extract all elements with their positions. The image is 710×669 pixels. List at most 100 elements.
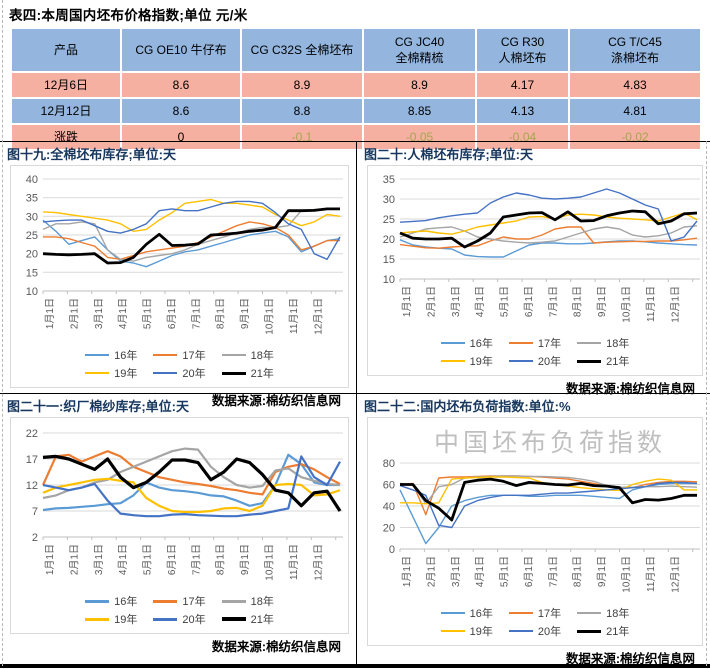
- date-cell: 12月6日: [10, 71, 122, 99]
- chart-19-legend: 16年 17年 18年 19年 20年 21年: [13, 346, 346, 385]
- chart-22-canvas: 中国坯布负荷指数 0 20 40 60 80 1月1日 2月1日 3月1日 4月1日 5月1日 6月1…: [370, 421, 700, 604]
- legend-item-16年: 16年: [440, 605, 493, 621]
- legend-line-swatch: [440, 360, 465, 362]
- legend-label: 21年: [250, 614, 274, 626]
- chart-svg: 2 7 12 17 22 1月1日 2月1日 3月1日 4月1日 5月1日 6月1日 7月1日 8月1日…: [26, 428, 343, 581]
- svg-text:5月1日: 5月1日: [142, 544, 154, 575]
- svg-text:11月1日: 11月1日: [645, 286, 657, 322]
- legend-label: 21年: [606, 626, 630, 638]
- change-value-cell: -0.05: [362, 123, 477, 151]
- series-16年: [42, 453, 340, 512]
- col-header-product: 产品: [10, 27, 122, 73]
- svg-text:3月1日: 3月1日: [450, 556, 462, 587]
- svg-text:7月1日: 7月1日: [190, 544, 202, 575]
- svg-text:3月1日: 3月1日: [93, 298, 105, 329]
- legend-line-swatch: [508, 630, 533, 632]
- date-cell: 12月12日: [10, 97, 122, 125]
- chart-20-title: 图二十:人棉坯布库存;单位:天: [364, 147, 533, 162]
- series-18年: [42, 447, 341, 500]
- legend-label: 16年: [469, 338, 493, 350]
- svg-text:6月1日: 6月1日: [166, 298, 178, 329]
- legend-item-19年: 19年: [85, 365, 137, 381]
- legend-label: 19年: [114, 614, 138, 626]
- legend-label: 20年: [182, 368, 206, 380]
- legend-line-swatch: [221, 617, 246, 621]
- legend-row: 16年 17年 18年: [440, 605, 630, 621]
- svg-text:6月1日: 6月1日: [523, 556, 535, 587]
- value-cell: 8.8: [240, 97, 364, 125]
- series-18年: [42, 208, 340, 262]
- svg-text:1月1日: 1月1日: [401, 556, 413, 587]
- legend-item-19年: 19年: [440, 353, 493, 369]
- legend-line-swatch: [153, 354, 178, 356]
- svg-text:40: 40: [383, 501, 395, 513]
- legend-line-swatch: [508, 342, 533, 344]
- price-index-table: 产品 CG OE10 牛仔布 CG C32S 全棉坯布 CG JC40 全棉精梳…: [10, 27, 702, 151]
- legend-item-17年: 17年: [153, 593, 206, 609]
- chart-cell-20: 图二十:人棉坯布库存;单位:天 10 15 20 25 30 35 1月1日 2月1日 3月1日…: [357, 142, 710, 396]
- change-value-cell: 0: [120, 123, 242, 151]
- svg-text:9月1日: 9月1日: [239, 544, 251, 575]
- chart-20-canvas: 10 15 20 25 30 35 1月1日 2月1日 3月1日 4月1日 5月1日 6月1日 7月1日…: [370, 169, 700, 334]
- value-cell: 8.9: [240, 71, 364, 99]
- legend-label: 20年: [182, 614, 206, 626]
- chart-20-source: 数据来源:棉纺织信息网: [565, 382, 695, 396]
- legend-label: 17年: [182, 350, 206, 362]
- value-cell: 8.85: [362, 97, 477, 125]
- chart-21-title: 图二十一:织厂棉纱库存;单位:天: [7, 399, 189, 414]
- table-row-dec6: 12月6日 8.6 8.9 8.9 4.17 4.83: [10, 71, 702, 99]
- legend-label: 19年: [114, 368, 138, 380]
- chart-21-legend: 16年 17年 18年 19年 20年 21年: [13, 592, 346, 631]
- legend-item-17年: 17年: [153, 347, 206, 363]
- legend-label: 18年: [606, 608, 630, 620]
- chart-21-box: 2 7 12 17 22 1月1日 2月1日 3月1日 4月1日 5月1日 6月1日 7月1日 8月1日…: [10, 417, 349, 634]
- chart-svg: 10 15 20 25 30 35 1月1日 2月1日 3月1日 4月1日 5月1日 6月1日 7月1日…: [383, 174, 700, 323]
- legend-line-swatch: [508, 360, 533, 362]
- svg-text:7月1日: 7月1日: [547, 556, 559, 587]
- svg-text:11月1日: 11月1日: [288, 544, 300, 580]
- legend-line-swatch: [153, 599, 178, 603]
- legend-row: 16年 17年 18年: [440, 335, 629, 351]
- chart-svg: 10 15 20 25 30 35 40 1月1日 2月1日 3月1日 4月1日 5月1日 6月1日 7月…: [26, 174, 343, 335]
- page-break-line-left: [2, 0, 3, 666]
- series-21年: [399, 209, 698, 249]
- svg-text:4月1日: 4月1日: [474, 286, 486, 317]
- svg-text:7月1日: 7月1日: [190, 298, 202, 329]
- chart-22-legend: 16年 17年 18年 19年 20年 21年: [370, 604, 700, 643]
- svg-text:5月1日: 5月1日: [499, 556, 511, 587]
- legend-line-swatch: [440, 630, 465, 632]
- col-header-oe10: CG OE10 牛仔布: [120, 27, 242, 73]
- svg-text:8月1日: 8月1日: [572, 286, 584, 317]
- series-17年: [399, 475, 698, 516]
- legend-row: 16年 17年 18年: [85, 593, 274, 609]
- chart-19-canvas: 10 15 20 25 30 35 40 1月1日 2月1日 3月1日 4月1日 5月1日 6月1日 7月…: [13, 169, 346, 346]
- legend-item-19年: 19年: [85, 611, 137, 627]
- svg-text:35: 35: [26, 193, 38, 205]
- charts-grid: 图十九:全棉坯布库存;单位:天 10 15 20 25 30 35 40 1月1日 2月1日 3月…: [0, 141, 710, 668]
- svg-text:22: 22: [26, 428, 38, 440]
- svg-text:11月1日: 11月1日: [288, 298, 300, 334]
- legend-item-20年: 20年: [153, 611, 206, 627]
- svg-text:17: 17: [26, 454, 38, 466]
- series-21年: [42, 454, 342, 512]
- svg-text:10月1日: 10月1日: [264, 298, 276, 335]
- legend-row: 19年 20年 21年: [85, 365, 274, 381]
- col-header-tc45: CG T/C45 涤棉坯布: [568, 27, 702, 73]
- series-20年: [42, 455, 341, 518]
- svg-text:6月1日: 6月1日: [166, 544, 178, 575]
- legend-line-swatch: [85, 599, 110, 603]
- chart-20-legend: 16年 17年 18年 19年 20年 21年: [370, 334, 700, 373]
- legend-item-21年: 21年: [577, 353, 629, 369]
- svg-text:5月1日: 5月1日: [142, 298, 154, 329]
- chart-cell-19: 图十九:全棉坯布库存;单位:天 10 15 20 25 30 35 40 1月1日 2月1日 3月…: [0, 142, 357, 408]
- legend-row: 16年 17年 18年: [85, 347, 274, 363]
- series-19年: [42, 198, 341, 232]
- svg-text:15: 15: [26, 267, 38, 279]
- svg-text:4月1日: 4月1日: [117, 298, 129, 329]
- svg-text:20: 20: [383, 234, 395, 246]
- chart-cell-21: 图二十一:织厂棉纱库存;单位:天 2 7 12 17 22 1月1日 2月1日 3月1日 4月1…: [0, 394, 357, 664]
- page-break-line-right: [706, 141, 707, 666]
- legend-line-swatch: [85, 372, 110, 374]
- series-17年: [41, 450, 341, 496]
